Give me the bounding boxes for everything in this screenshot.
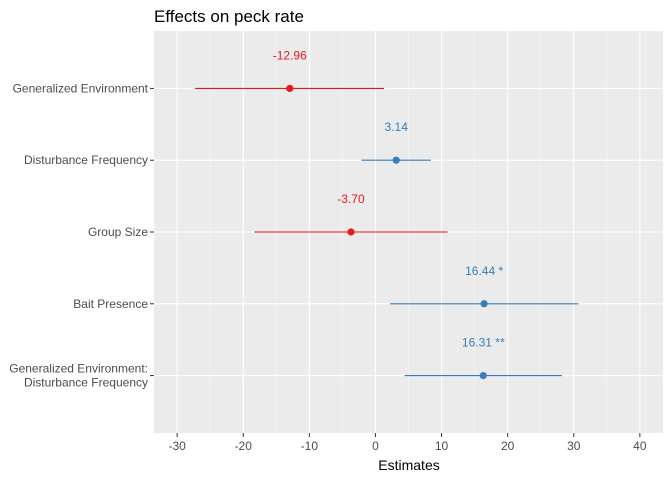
value-label: -12.96 bbox=[273, 48, 307, 62]
y-tick-label: Group Size bbox=[88, 225, 148, 239]
value-label: -3.70 bbox=[337, 192, 365, 206]
x-tick-label: -10 bbox=[301, 439, 319, 453]
x-axis: -30 -20 -10 0 10 20 30 40 bbox=[168, 433, 647, 453]
x-axis-title: Estimates bbox=[378, 457, 439, 473]
estimate-point bbox=[480, 300, 488, 308]
value-label: 16.44 * bbox=[465, 264, 503, 278]
x-tick-label: 20 bbox=[501, 439, 515, 453]
estimate-point bbox=[392, 156, 400, 164]
x-tick-label: 10 bbox=[435, 439, 449, 453]
estimate-point bbox=[347, 228, 355, 236]
x-tick-label: -20 bbox=[235, 439, 253, 453]
value-label: 16.31 ** bbox=[462, 336, 505, 350]
value-label: 3.14 bbox=[385, 120, 409, 134]
x-tick-label: 40 bbox=[633, 439, 647, 453]
y-tick-label: Disturbance Frequency bbox=[24, 376, 148, 390]
estimate-point bbox=[479, 371, 487, 380]
y-tick-label: Disturbance Frequency bbox=[24, 153, 148, 167]
y-tick-label: Bait Presence bbox=[73, 297, 148, 311]
estimate-point bbox=[286, 84, 294, 93]
x-tick-label: 0 bbox=[372, 439, 379, 453]
y-tick-label: Generalized Environment: bbox=[9, 362, 148, 376]
y-tick-label: Generalized Environment bbox=[13, 81, 149, 95]
chart-title: Effects on peck rate bbox=[154, 7, 304, 26]
y-axis: Generalized Environment Disturbance Frequ… bbox=[9, 81, 154, 390]
estimate-marks: -12.96 3.14 -3.70 16.44 * 16.31 ** bbox=[194, 48, 579, 380]
x-tick-label: -30 bbox=[168, 439, 186, 453]
x-tick-label: 30 bbox=[567, 439, 581, 453]
